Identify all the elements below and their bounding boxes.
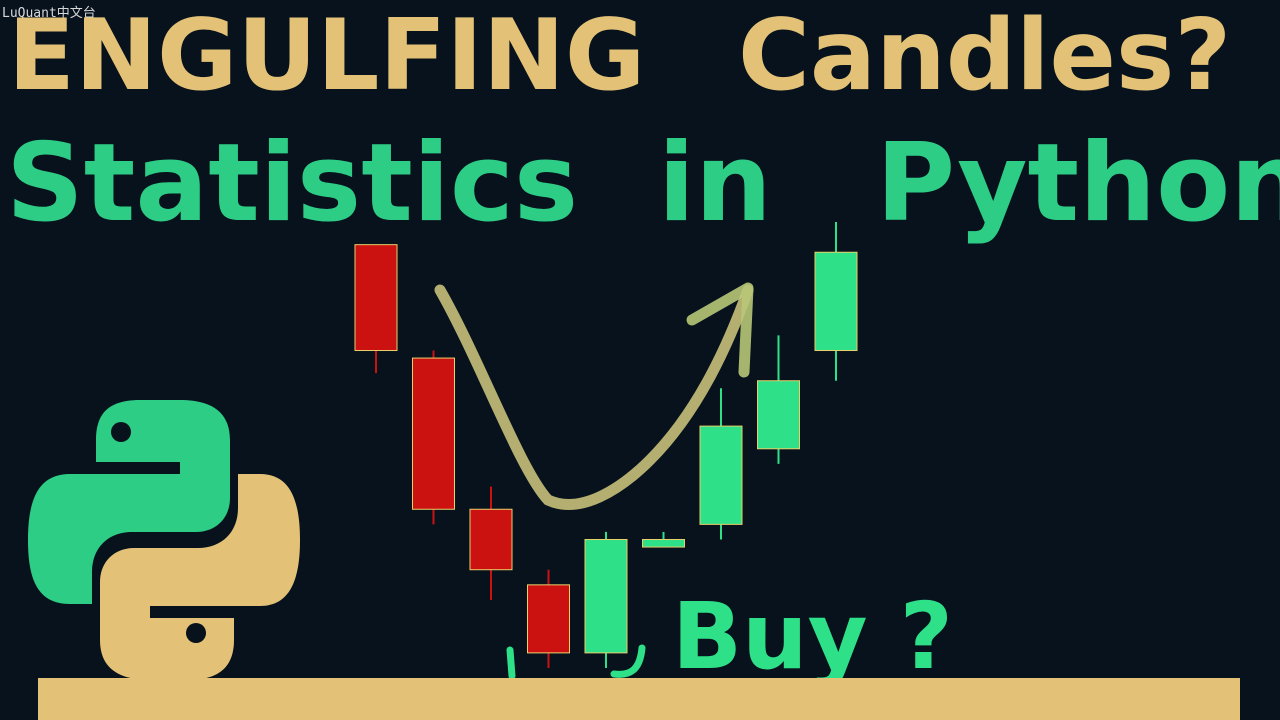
bullish-candle [814, 251, 858, 352]
title-word-engulfing: ENGULFING [8, 0, 646, 113]
title-word-python: Python [876, 121, 1280, 246]
curved-arrow-icon [434, 282, 754, 510]
python-logo-eye-top [111, 422, 131, 442]
title-line-2: Statistics in Python [0, 128, 1280, 240]
title-word-in: in [658, 121, 772, 246]
bearish-candle [469, 508, 513, 571]
channel-watermark: LuQuant中文台 [2, 6, 96, 21]
bullish-candle [642, 538, 685, 548]
bullish-candle [584, 538, 628, 654]
python-logo-icon [28, 400, 300, 680]
title-word-statistics: Statistics [6, 121, 579, 246]
bullish-candle [757, 380, 800, 450]
buy-text: Buy ? [672, 583, 953, 690]
title-word-candles: Candles? [738, 0, 1232, 113]
title-line-1: ENGULFING Candles? [0, 6, 1280, 106]
python-logo-eye-bottom [186, 623, 206, 643]
bearish-candle [412, 357, 455, 510]
buy-annotation: Buy ? [506, 583, 953, 690]
bullish-candle [699, 425, 743, 525]
bearish-candle [354, 244, 398, 352]
candlestick-chart [354, 222, 858, 668]
bearish-candle [527, 584, 570, 654]
bottom-bar [38, 678, 1240, 720]
